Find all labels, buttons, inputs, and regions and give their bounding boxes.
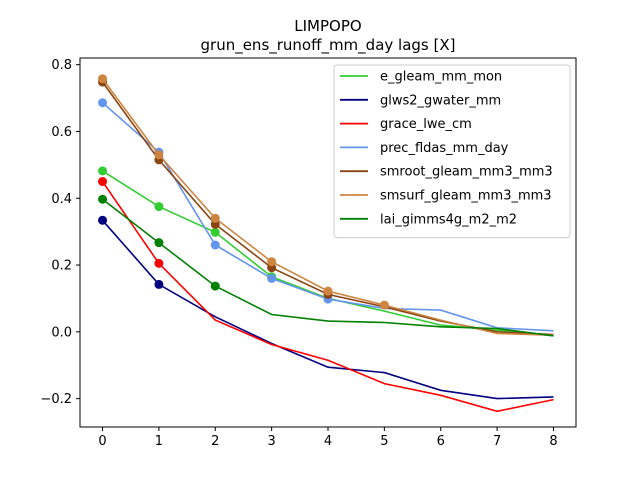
data-point-e_gleam_mm_mon-1 xyxy=(154,202,164,212)
legend-item-glws2_gwater_mm: glws2_gwater_mm xyxy=(340,93,501,108)
x-tick-label: 0 xyxy=(98,434,106,449)
data-point-lai_gimms4g_m2_m2-2 xyxy=(210,281,220,291)
data-point-grace_lwe_cm-0 xyxy=(98,177,108,187)
y-tick-label: 0.6 xyxy=(51,125,72,140)
y-axis: −0.2 0.0 0.2 0.4 0.6 0.8 xyxy=(40,58,80,407)
legend-label: lai_gimms4g_m2_m2 xyxy=(380,212,517,227)
legend-item-e_gleam_mm_mon: e_gleam_mm_mon xyxy=(340,70,502,85)
data-point-smsurf_gleam_mm3_mm3-5 xyxy=(379,300,389,310)
legend-label: e_gleam_mm_mon xyxy=(380,70,502,85)
data-point-smsurf_gleam_mm3_mm3-0 xyxy=(98,74,108,84)
x-tick-label: 3 xyxy=(267,434,275,449)
data-point-lai_gimms4g_m2_m2-1 xyxy=(154,238,164,248)
series-line-glws2_gwater_mm xyxy=(101,219,554,400)
x-tick-label: 5 xyxy=(380,434,388,449)
legend-item-smsurf_gleam_mm3_mm3: smsurf_gleam_mm3_mm3 xyxy=(340,189,552,204)
x-tick-label: 8 xyxy=(549,434,557,449)
y-tick-label: 0.4 xyxy=(51,192,72,207)
legend-label: prec_fldas_mm_day xyxy=(380,141,509,156)
data-point-e_gleam_mm_mon-2 xyxy=(210,227,220,237)
x-tick-label: 6 xyxy=(437,434,445,449)
chart-subtitle: grun_ens_runoff_mm_day lags [X] xyxy=(201,36,456,55)
legend-box xyxy=(333,64,571,239)
x-axis: 0 1 2 3 4 5 6 7 8 xyxy=(98,427,558,449)
series-line-grace_lwe_cm xyxy=(101,181,554,413)
chart-title: LIMPOPO xyxy=(294,17,361,35)
x-tick-label: 1 xyxy=(155,434,163,449)
y-tick-label: −0.2 xyxy=(40,392,72,407)
data-point-e_gleam_mm_mon-0 xyxy=(98,166,108,176)
series-smsurf_gleam_mm3_mm3 xyxy=(98,74,554,336)
y-tick-label: 0.8 xyxy=(51,58,72,73)
legend-label: grace_lwe_cm xyxy=(380,117,472,132)
data-point-prec_fldas_mm_day-3 xyxy=(267,273,277,283)
data-point-grace_lwe_cm-1 xyxy=(154,258,164,268)
data-point-prec_fldas_mm_day-0 xyxy=(98,98,108,108)
data-point-glws2_gwater_mm-0 xyxy=(98,215,108,225)
series-glws2_gwater_mm xyxy=(98,215,554,400)
legend: e_gleam_mm_mon glws2_gwater_mm grace_lwe_c… xyxy=(333,64,571,239)
data-point-glws2_gwater_mm-1 xyxy=(154,279,164,289)
data-point-prec_fldas_mm_day-2 xyxy=(210,240,220,250)
legend-item-prec_fldas_mm_day: prec_fldas_mm_day xyxy=(340,141,509,156)
legend-label: smroot_gleam_mm3_mm3 xyxy=(380,165,553,180)
series-layer xyxy=(98,74,554,413)
y-tick-label: 0.2 xyxy=(51,259,72,274)
x-tick-label: 7 xyxy=(493,434,501,449)
legend-item-smroot_gleam_mm3_mm3: smroot_gleam_mm3_mm3 xyxy=(340,165,553,180)
data-point-smsurf_gleam_mm3_mm3-3 xyxy=(267,257,277,267)
legend-item-lai_gimms4g_m2_m2: lai_gimms4g_m2_m2 xyxy=(340,212,517,227)
data-point-smsurf_gleam_mm3_mm3-2 xyxy=(210,213,220,223)
y-tick-label: 0.0 xyxy=(51,325,72,340)
legend-label: smsurf_gleam_mm3_mm3 xyxy=(380,189,552,204)
legend-label: glws2_gwater_mm xyxy=(380,93,501,108)
series-lai_gimms4g_m2_m2 xyxy=(98,194,554,337)
data-point-lai_gimms4g_m2_m2-0 xyxy=(98,194,108,204)
series-grace_lwe_cm xyxy=(98,177,554,413)
x-tick-label: 2 xyxy=(211,434,219,449)
legend-item-grace_lwe_cm: grace_lwe_cm xyxy=(340,117,472,132)
x-tick-label: 4 xyxy=(324,434,332,449)
data-point-smsurf_gleam_mm3_mm3-1 xyxy=(154,150,164,160)
data-point-smsurf_gleam_mm3_mm3-4 xyxy=(323,286,333,296)
series-line-lai_gimms4g_m2_m2 xyxy=(102,198,554,337)
